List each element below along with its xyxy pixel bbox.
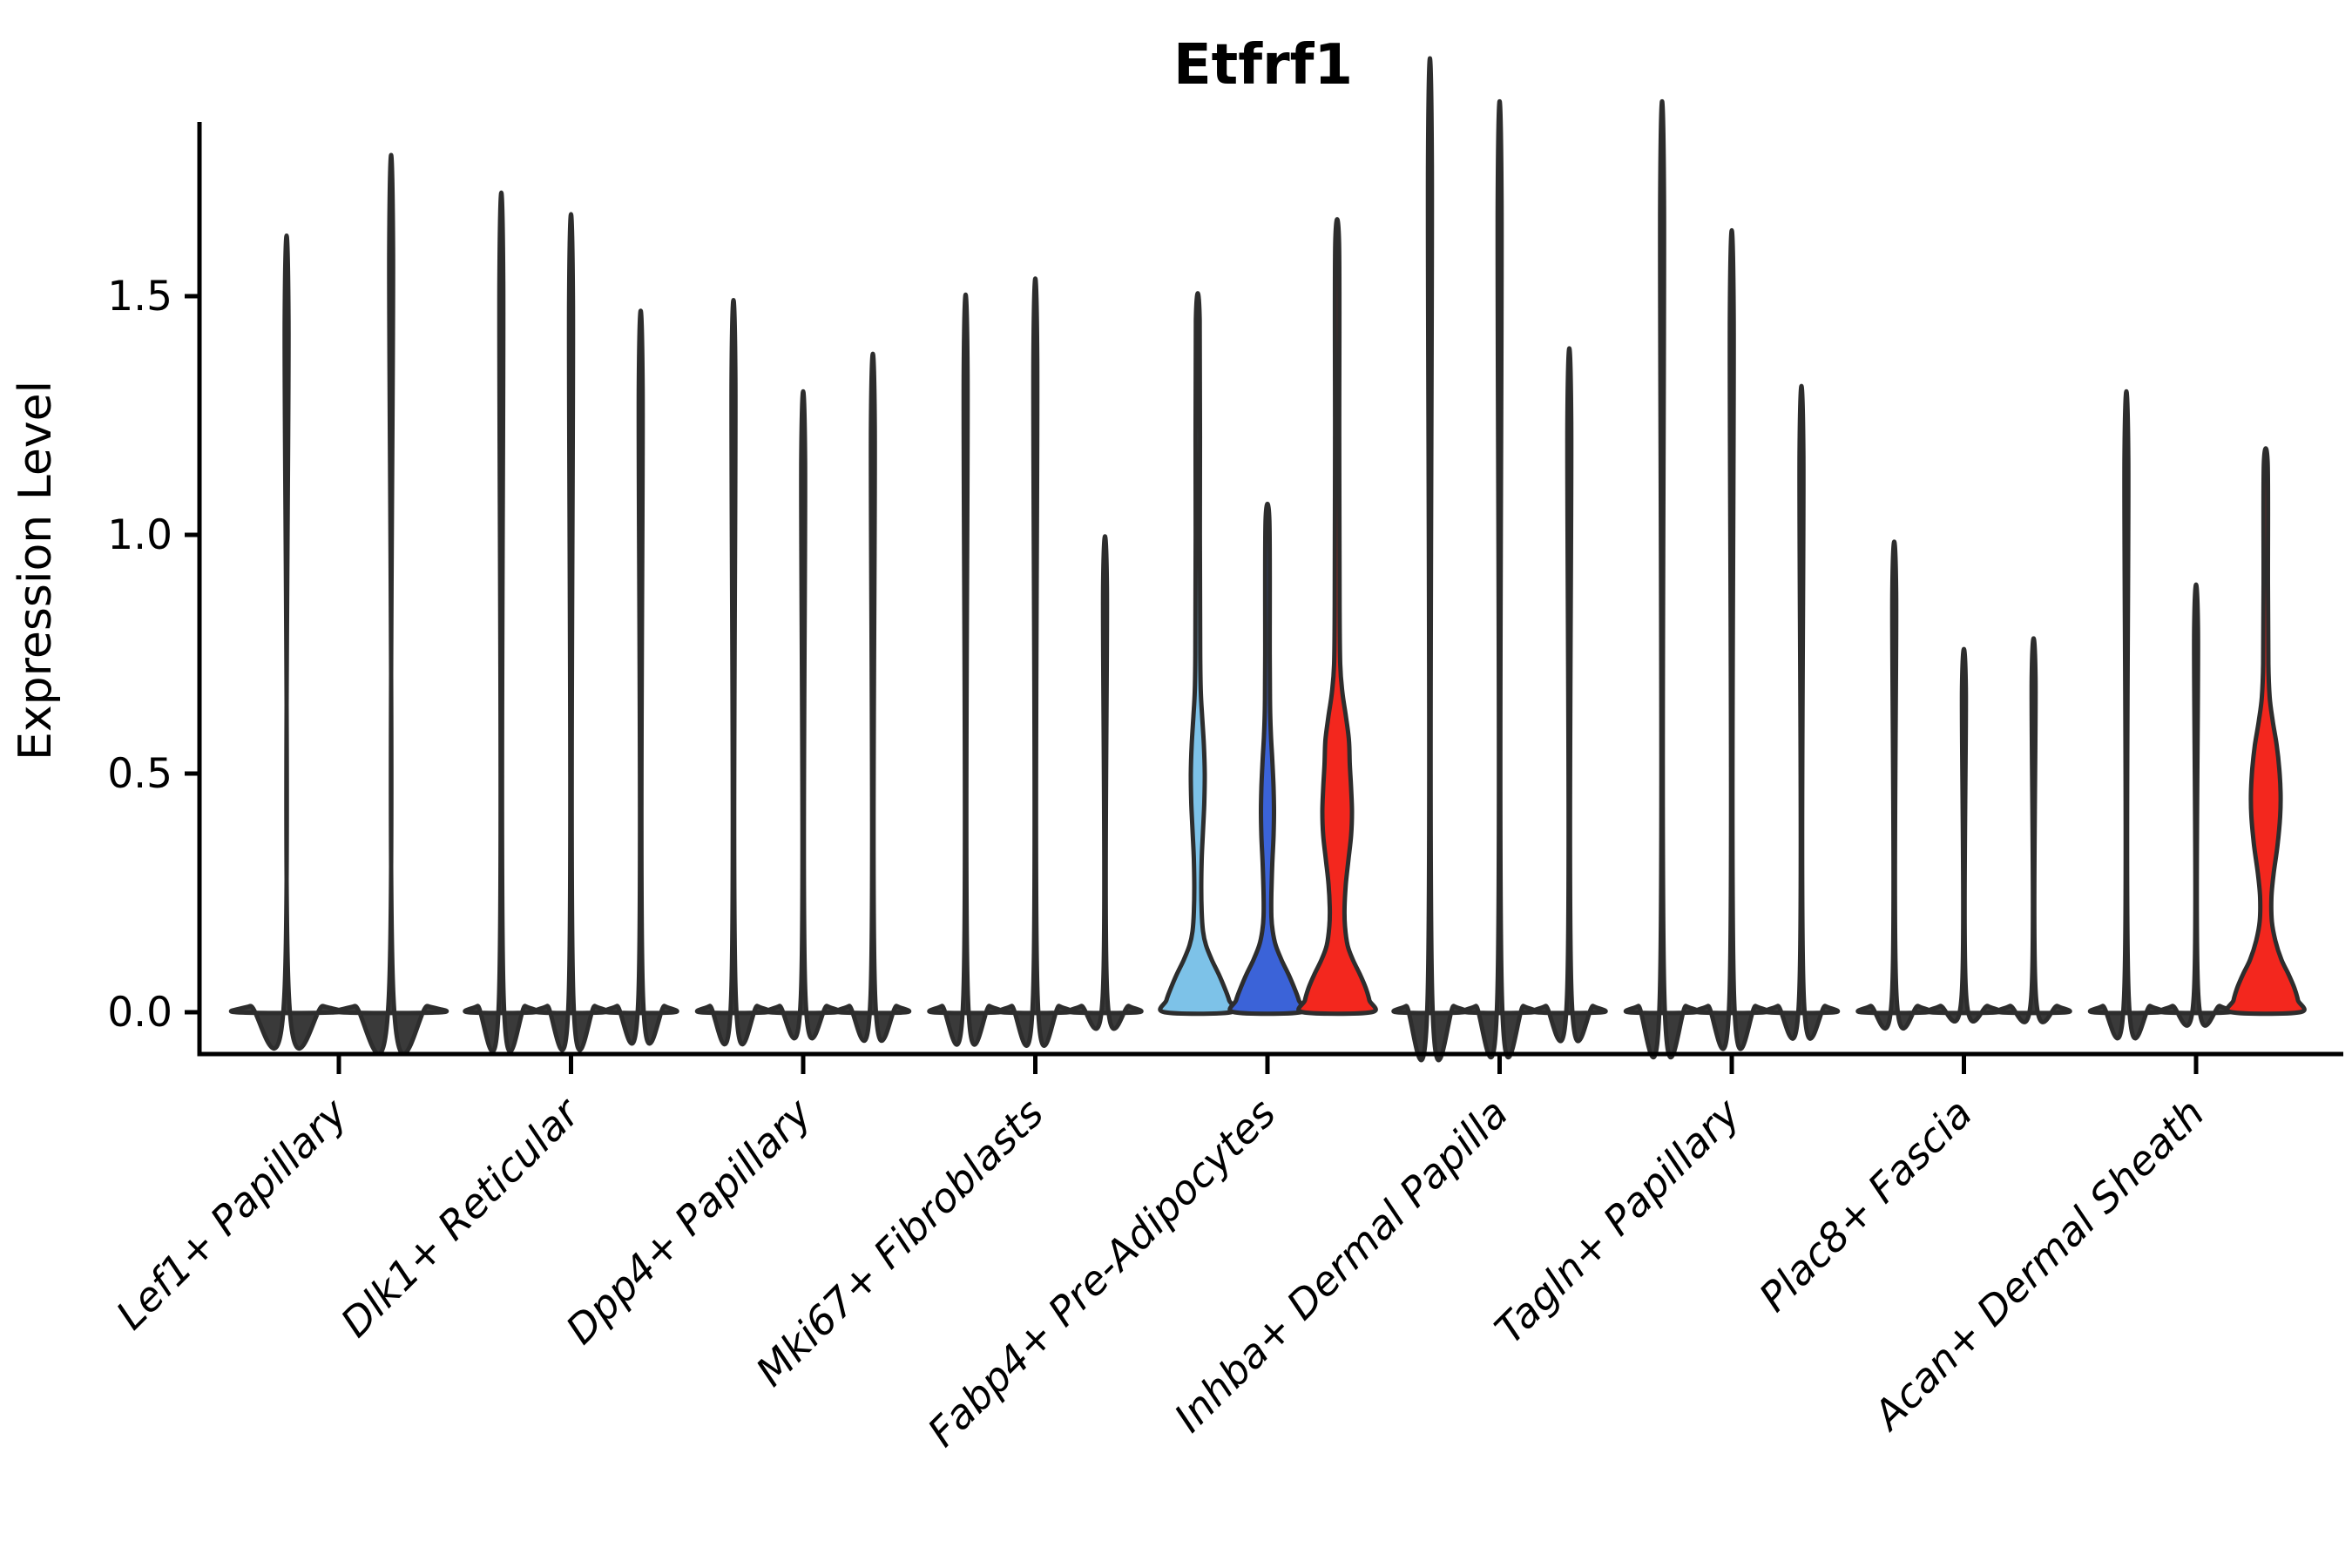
y-tick-label-1.5: 1.5 bbox=[107, 273, 172, 321]
x-category-label-dlk1-reticular: Dlk1+ Reticular bbox=[332, 1087, 591, 1346]
violin-mki67-fibroblasts-3 bbox=[1066, 534, 1144, 1031]
violin-acan-dermal-sheath-1 bbox=[2087, 389, 2166, 1041]
violin-acan-dermal-sheath-3 bbox=[2225, 446, 2307, 1017]
x-category-label-dpp4-papillary: Dpp4+ Papillary bbox=[557, 1089, 821, 1353]
violin-tagln-papillary-2 bbox=[1693, 228, 1771, 1051]
violin-plac8-fascia-3 bbox=[1995, 636, 2072, 1024]
violin-dlk1-reticular-1 bbox=[463, 191, 540, 1054]
chart-title: Etfrf1 bbox=[1173, 33, 1353, 98]
y-tick-label-0.0: 0.0 bbox=[107, 989, 172, 1037]
plot-area bbox=[228, 56, 2307, 1063]
x-category-label-tagln-papillary: Tagln+ Papillary bbox=[1485, 1089, 1749, 1353]
violin-dlk1-reticular-2 bbox=[532, 212, 610, 1052]
axis-spines bbox=[197, 122, 2343, 1057]
x-category-label-plac8-fascia: Plac8+ Fascia bbox=[1750, 1090, 1981, 1321]
violin-dlk1-reticular-3 bbox=[602, 308, 679, 1046]
violin-dpp4-papillary-1 bbox=[694, 297, 773, 1047]
violin-plac8-fascia-1 bbox=[1855, 539, 1933, 1031]
x-category-label-lef1-papillary: Lef1+ Papillary bbox=[107, 1089, 356, 1338]
y-axis-label: Expression Level bbox=[10, 381, 62, 760]
violin-inhba-dermal-papilla-3 bbox=[1531, 346, 1608, 1044]
violin-dpp4-papillary-2 bbox=[764, 389, 842, 1041]
y-tick-label-1.0: 1.0 bbox=[107, 511, 172, 559]
violin-mki67-fibroblasts-1 bbox=[927, 292, 1004, 1047]
violin-fabp4-pre-adipocytes-1 bbox=[1158, 291, 1238, 1017]
violin-inhba-dermal-papilla-2 bbox=[1461, 98, 1538, 1060]
violin-tagln-papillary-3 bbox=[1762, 383, 1841, 1041]
violin-fabp4-pre-adipocytes-3 bbox=[1296, 217, 1378, 1017]
violin-acan-dermal-sheath-2 bbox=[2157, 582, 2235, 1028]
violin-dpp4-papillary-3 bbox=[834, 351, 912, 1044]
violin-inhba-dermal-papilla-1 bbox=[1391, 56, 1469, 1063]
violin-fabp4-pre-adipocytes-2 bbox=[1227, 501, 1308, 1017]
violin-plac8-fascia-2 bbox=[1925, 647, 2003, 1024]
y-tick-label-0.5: 0.5 bbox=[107, 750, 172, 798]
violin-lef1-papillary-1 bbox=[228, 233, 345, 1051]
violin-mki67-fibroblasts-2 bbox=[997, 276, 1074, 1048]
violin-lef1-papillary-2 bbox=[333, 152, 449, 1057]
violin-tagln-papillary-1 bbox=[1623, 98, 1701, 1060]
